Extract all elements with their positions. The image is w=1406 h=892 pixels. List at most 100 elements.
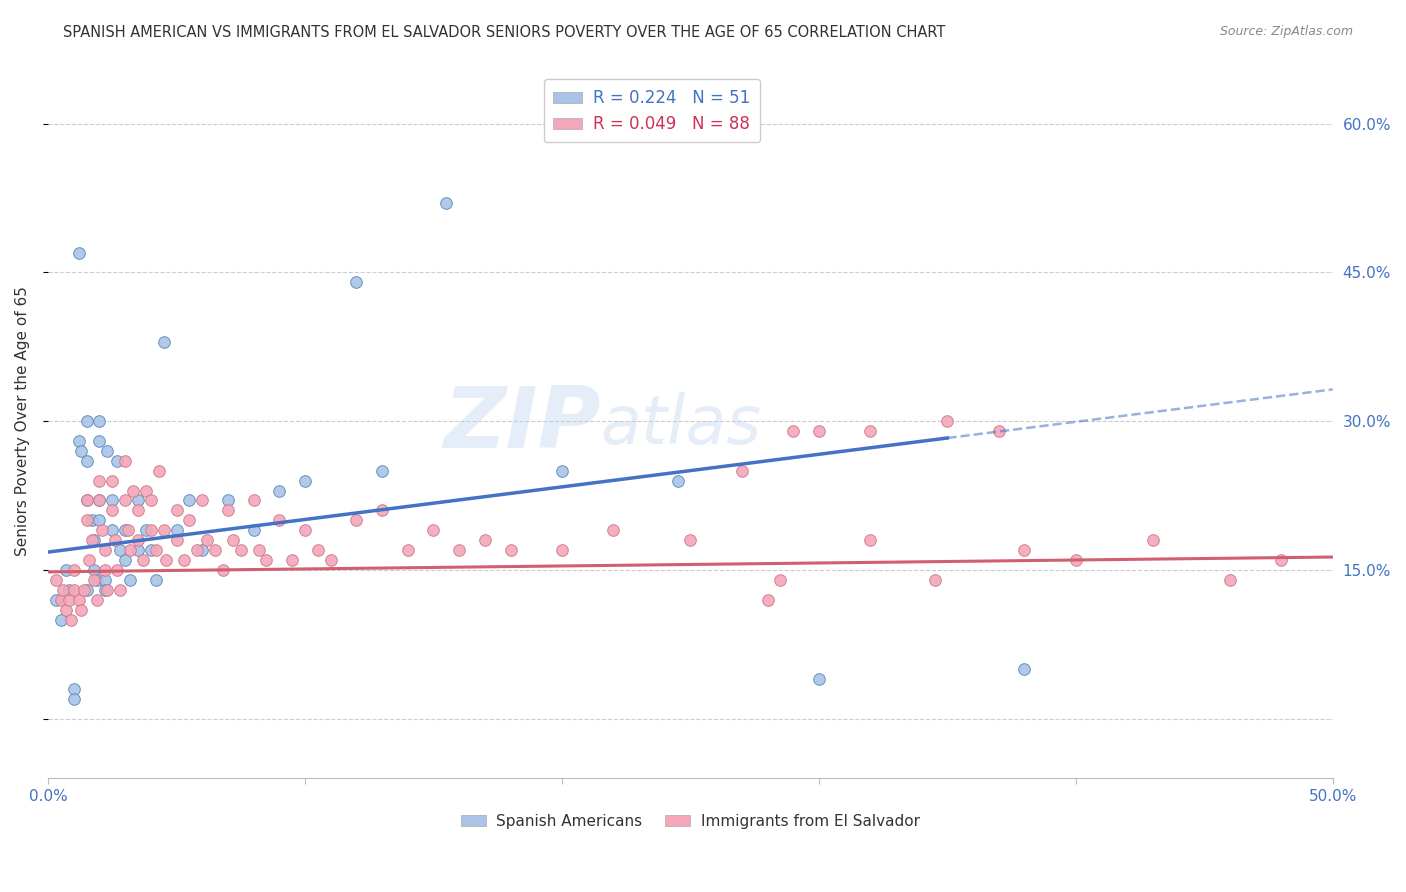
Point bbox=[108, 582, 131, 597]
Point bbox=[58, 582, 80, 597]
Point bbox=[987, 424, 1010, 438]
Point bbox=[211, 563, 233, 577]
Point bbox=[86, 592, 108, 607]
Point bbox=[135, 523, 157, 537]
Point bbox=[67, 592, 90, 607]
Point bbox=[139, 493, 162, 508]
Point bbox=[1270, 553, 1292, 567]
Point bbox=[55, 602, 77, 616]
Point bbox=[1014, 662, 1036, 676]
Point bbox=[145, 573, 167, 587]
Point bbox=[127, 533, 149, 548]
Point bbox=[76, 582, 98, 597]
Point bbox=[101, 493, 124, 508]
Point bbox=[45, 592, 67, 607]
Point bbox=[139, 523, 162, 537]
Point bbox=[139, 543, 162, 558]
Point bbox=[76, 513, 98, 527]
Point bbox=[145, 543, 167, 558]
Point bbox=[127, 503, 149, 517]
Point bbox=[96, 582, 118, 597]
Point bbox=[269, 513, 291, 527]
Point bbox=[173, 553, 195, 567]
Point bbox=[67, 245, 90, 260]
Point bbox=[294, 523, 316, 537]
Point bbox=[93, 582, 115, 597]
Point bbox=[58, 592, 80, 607]
Point bbox=[152, 334, 174, 349]
Point bbox=[127, 543, 149, 558]
Point bbox=[120, 573, 142, 587]
Point bbox=[132, 553, 155, 567]
Point bbox=[70, 443, 93, 458]
Text: ZIP: ZIP bbox=[443, 384, 600, 467]
Point bbox=[344, 275, 367, 289]
Point bbox=[371, 464, 394, 478]
Point bbox=[924, 573, 946, 587]
Point bbox=[101, 474, 124, 488]
Point bbox=[602, 523, 624, 537]
Point bbox=[269, 483, 291, 498]
Point bbox=[371, 503, 394, 517]
Point bbox=[807, 672, 830, 686]
Point bbox=[319, 553, 342, 567]
Point bbox=[422, 523, 444, 537]
Point bbox=[76, 493, 98, 508]
Point bbox=[229, 543, 252, 558]
Point bbox=[101, 523, 124, 537]
Point bbox=[89, 434, 111, 448]
Point bbox=[195, 533, 218, 548]
Point bbox=[60, 613, 83, 627]
Point bbox=[80, 533, 103, 548]
Point bbox=[114, 493, 136, 508]
Point bbox=[807, 424, 830, 438]
Point bbox=[120, 543, 142, 558]
Point bbox=[93, 543, 115, 558]
Point bbox=[117, 523, 139, 537]
Point bbox=[242, 493, 264, 508]
Text: SPANISH AMERICAN VS IMMIGRANTS FROM EL SALVADOR SENIORS POVERTY OVER THE AGE OF : SPANISH AMERICAN VS IMMIGRANTS FROM EL S… bbox=[63, 25, 946, 40]
Point bbox=[551, 464, 574, 478]
Point bbox=[89, 513, 111, 527]
Point bbox=[104, 533, 127, 548]
Point bbox=[62, 582, 84, 597]
Point bbox=[108, 543, 131, 558]
Point bbox=[83, 533, 105, 548]
Point bbox=[121, 483, 143, 498]
Point bbox=[86, 573, 108, 587]
Point bbox=[89, 493, 111, 508]
Point bbox=[782, 424, 804, 438]
Point bbox=[166, 523, 188, 537]
Point bbox=[91, 523, 114, 537]
Point bbox=[499, 543, 522, 558]
Point bbox=[152, 523, 174, 537]
Point bbox=[89, 474, 111, 488]
Point bbox=[666, 474, 689, 488]
Point bbox=[859, 424, 882, 438]
Point bbox=[155, 553, 177, 567]
Point bbox=[52, 582, 75, 597]
Point bbox=[217, 503, 239, 517]
Point bbox=[77, 553, 100, 567]
Point bbox=[89, 414, 111, 428]
Point bbox=[679, 533, 702, 548]
Point bbox=[166, 533, 188, 548]
Point bbox=[83, 563, 105, 577]
Point bbox=[204, 543, 226, 558]
Point bbox=[191, 543, 214, 558]
Point bbox=[114, 454, 136, 468]
Point bbox=[179, 493, 201, 508]
Legend: Spanish Americans, Immigrants from El Salvador: Spanish Americans, Immigrants from El Sa… bbox=[456, 807, 925, 835]
Point bbox=[281, 553, 304, 567]
Point bbox=[107, 454, 129, 468]
Point bbox=[247, 543, 270, 558]
Point bbox=[859, 533, 882, 548]
Point bbox=[1064, 553, 1087, 567]
Point bbox=[148, 464, 170, 478]
Point bbox=[242, 523, 264, 537]
Y-axis label: Seniors Poverty Over the Age of 65: Seniors Poverty Over the Age of 65 bbox=[15, 286, 30, 556]
Point bbox=[55, 563, 77, 577]
Point bbox=[62, 563, 84, 577]
Point bbox=[217, 493, 239, 508]
Point bbox=[135, 483, 157, 498]
